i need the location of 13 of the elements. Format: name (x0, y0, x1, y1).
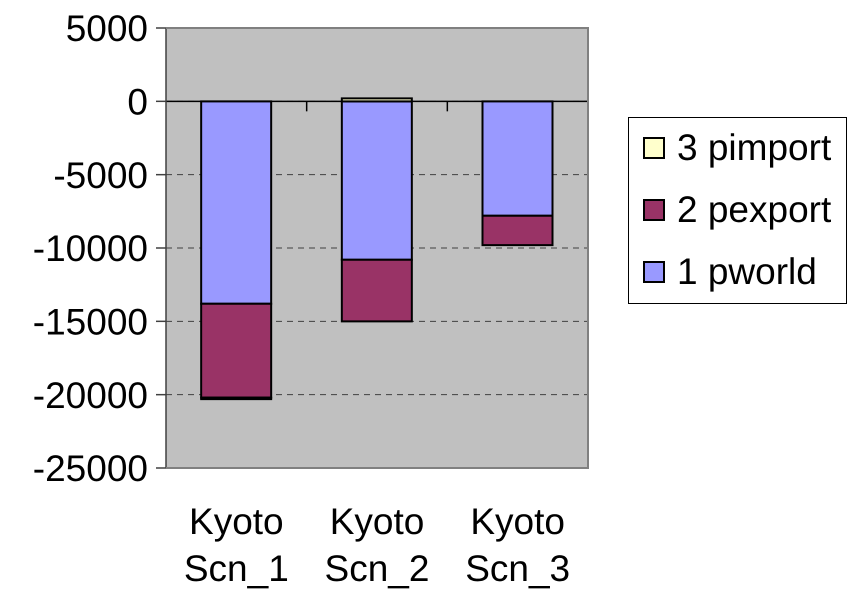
legend-label: 1 pworld (677, 251, 817, 293)
x-tick-label: Kyoto Scn_1 (184, 501, 289, 589)
y-tick-label: 5000 (66, 8, 148, 50)
y-tick-label: -25000 (32, 448, 148, 490)
legend-label: 2 pexport (677, 189, 832, 231)
y-tick-label: -15000 (32, 301, 148, 342)
legend-label: 3 pimport (677, 127, 832, 169)
y-tick-label: 0 (127, 81, 148, 122)
x-tick-label: Kyoto Scn_3 (465, 501, 570, 589)
y-tick-label: -5000 (53, 154, 148, 196)
x-tick-label: Kyoto Scn_2 (324, 501, 430, 589)
y-tick-label: -20000 (32, 374, 148, 416)
y-tick-label: -10000 (32, 228, 148, 270)
